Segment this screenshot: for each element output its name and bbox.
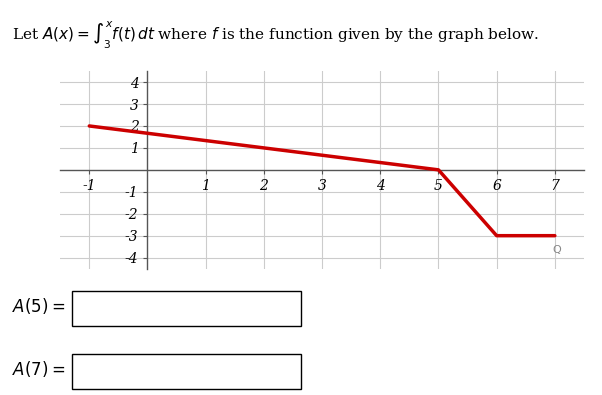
- Text: $A(5) =$: $A(5) =$: [12, 296, 65, 316]
- FancyBboxPatch shape: [72, 354, 301, 389]
- Text: $A(7) =$: $A(7) =$: [12, 359, 65, 379]
- Text: Let $A(x) = \int_{3}^{x} f(t)\,dt$ where $f$ is the function given by the graph : Let $A(x) = \int_{3}^{x} f(t)\,dt$ where…: [12, 20, 539, 51]
- Text: Q: Q: [552, 245, 560, 256]
- FancyBboxPatch shape: [72, 291, 301, 326]
